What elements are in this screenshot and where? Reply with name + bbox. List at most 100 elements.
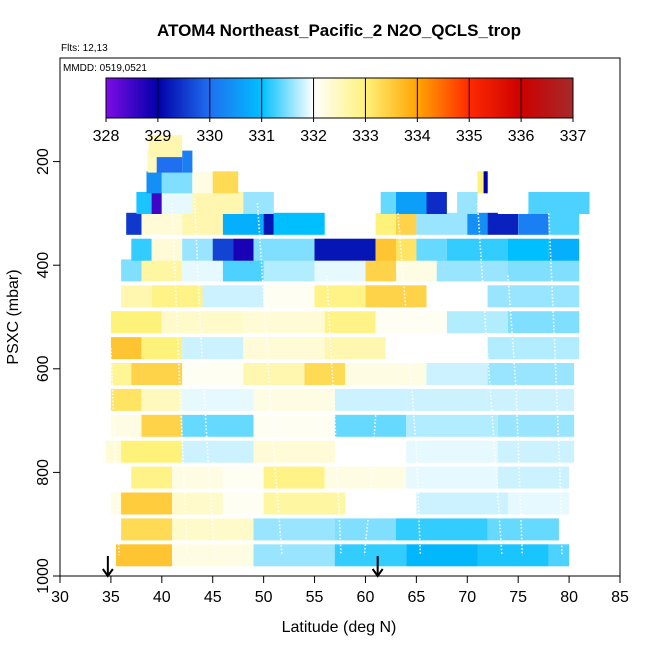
heatmap-cell [508,238,549,261]
colorbar-tick-label: 333 [352,128,379,145]
heatmap-cell [263,212,274,235]
heatmap-cell [141,212,183,235]
heatmap-cell [172,518,254,541]
heatmap-cell [426,363,488,385]
heatmap-cell [518,212,549,235]
heatmap-cell [253,544,335,567]
heatmap-cell [161,171,193,194]
flight-track [547,213,563,556]
colorbar-tick-label: 331 [248,128,275,145]
y-tick-label: 800 [35,459,52,486]
flight-track-lines [110,197,563,556]
heatmap-cell [161,192,193,214]
heatmap-cell [121,285,152,308]
flight-track [193,197,216,556]
heatmap-cell [406,440,498,463]
heatmap-cell [508,311,580,334]
y-axis-label: PSXC (mbar) [5,269,22,364]
heatmap-cell [334,518,396,541]
x-tick-label: 35 [102,589,120,606]
heatmap-cell [263,259,315,282]
heatmap-cell [121,518,172,541]
heatmap-cell [131,466,172,489]
heatmap-cell [212,238,234,261]
heatmap-cell [105,466,132,489]
heatmap-cell [324,466,407,489]
heatmap-cell [528,192,590,214]
x-tick-label: 85 [611,589,629,606]
heatmap-cell [497,414,575,437]
heatmap-cell [253,518,335,541]
heatmap-cell [487,212,519,235]
heatmap-cell [141,337,183,360]
heatmap-cell [222,466,264,489]
heatmap-cell [375,238,396,261]
chart-title: ATOM4 Northeast_Pacific_2 N2O_QCLS_trop [157,21,521,40]
heatmap-cell [483,171,488,194]
colorbar-tick-label: 332 [300,128,327,145]
heatmap-cell [467,212,488,235]
colorbar-tick-label: 330 [196,128,223,145]
x-tick-label: 60 [357,589,375,606]
flight-track [363,415,377,556]
heatmap-cell [192,171,213,194]
heatmap-cells [105,135,590,567]
x-axis-label: Latitude (deg N) [282,619,397,636]
heatmap-cell [233,238,254,261]
heatmap-cell [406,544,478,567]
x-tick-label: 30 [51,589,69,606]
flight-track [326,275,342,556]
heatmap-cell [416,492,508,515]
heatmap-cell [253,388,335,411]
heatmap-cell [131,238,152,261]
heatmap-cell [182,150,193,173]
heatmap-cell [263,285,315,308]
heatmap-cell [396,192,427,214]
colorbar: 328 329 330 331 332 333 334 335 336 337 [93,77,586,145]
heatmap-cell [324,311,376,334]
heatmap-cell [396,259,437,282]
heatmap-cell [365,259,396,282]
heatmap-cell [202,285,264,308]
heatmap-cell [110,337,142,360]
heatmap-cell [161,311,244,334]
heatmap-cell [182,212,223,235]
colorbar-tick-label: 336 [508,128,535,145]
heatmap-cell [263,466,325,489]
flight-track [171,202,189,556]
heatmap-cell [416,238,447,261]
heatmap-cell [497,192,529,214]
heatmap-cell [121,492,172,515]
heatmap-cell [334,388,407,411]
plot-frame [59,57,621,577]
flight-track [110,348,120,556]
heatmap-cell [324,337,386,360]
heatmap-cell [508,259,580,282]
heatmap-cell [243,311,325,334]
x-tick-label: 55 [306,589,324,606]
heatmap-cell [243,363,305,385]
heatmap-cell [477,544,549,567]
heatmap-cell [110,363,132,385]
heatmap-cell [273,212,325,235]
heatmap-cell [116,544,172,567]
y-axis: 200 400 600 800 1000 [35,148,60,594]
heatmap-cell [396,238,417,261]
heatmap-cell [385,337,488,360]
heatmap-cell [212,171,239,194]
heatmap-cell [314,259,366,282]
colorbar-tick-label: 335 [456,128,483,145]
heatmap-cell [487,388,575,411]
heatmap-cell [151,238,183,261]
heatmap-cell [126,212,142,235]
heatmap-cell [375,311,447,334]
heatmap-cell [146,171,162,194]
heatmap-cell [334,414,407,437]
x-tick-label: 40 [153,589,171,606]
colorbar-tick-label: 329 [145,128,172,145]
heatmap-cell [151,192,162,214]
colorbar-tick-label: 328 [93,128,120,145]
heatmap-cell [446,311,508,334]
